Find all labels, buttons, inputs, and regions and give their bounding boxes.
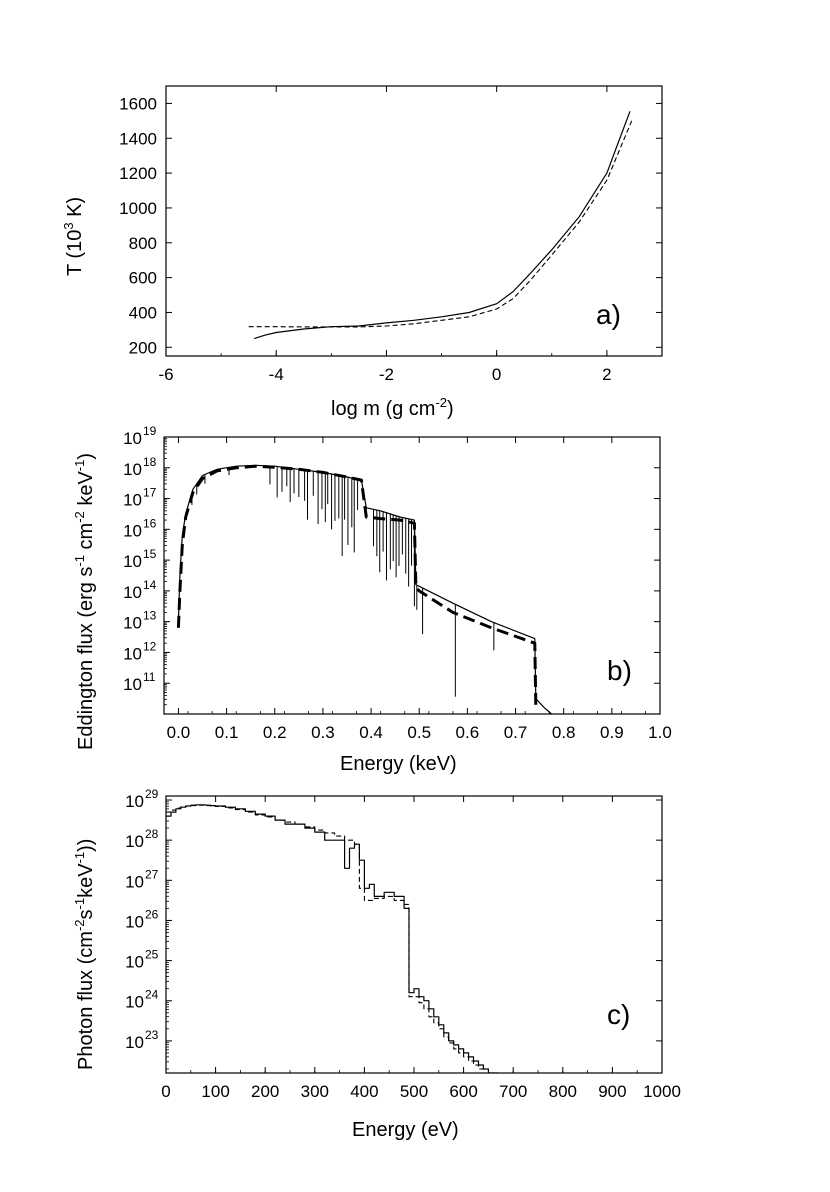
y-tick-label-exponent: 26 bbox=[145, 907, 159, 921]
panel-c-y-axis-label: Photon flux (cm-2s-1keV-1)) bbox=[72, 839, 97, 1070]
y-tick-label: 400 bbox=[129, 303, 157, 322]
x-tick-label: 700 bbox=[499, 1082, 527, 1101]
panel-b-x-axis-label: Energy (keV) bbox=[340, 753, 457, 775]
x-tick-label: 0.2 bbox=[263, 723, 287, 742]
x-tick-label: 0.1 bbox=[215, 723, 239, 742]
x-tick-label: 0.7 bbox=[504, 723, 528, 742]
x-tick-label: 500 bbox=[400, 1082, 428, 1101]
y-tick-label: 10 bbox=[123, 675, 142, 694]
x-tick-label: 0.3 bbox=[311, 723, 335, 742]
y-tick-label: 600 bbox=[129, 269, 157, 288]
x-tick-label: 0.5 bbox=[407, 723, 431, 742]
x-tick-label: 300 bbox=[301, 1082, 329, 1101]
y-tick-label: 1600 bbox=[119, 94, 157, 113]
y-tick-label-exponent: 12 bbox=[143, 639, 157, 653]
y-tick-label: 10 bbox=[123, 583, 142, 602]
y-tick-label-exponent: 28 bbox=[145, 827, 159, 841]
y-tick-label-exponent: 11 bbox=[143, 670, 156, 684]
x-tick-label: 900 bbox=[598, 1082, 626, 1101]
panel-b-label: b) bbox=[607, 655, 632, 686]
panel-a-y-axis-label: T (103 K) bbox=[61, 197, 86, 276]
y-tick-label: 10 bbox=[125, 832, 144, 851]
y-tick-label-exponent: 18 bbox=[143, 455, 157, 469]
panel-b-series bbox=[176, 464, 553, 714]
series-line-dashed bbox=[166, 804, 499, 1073]
series-line-solid bbox=[254, 111, 631, 340]
y-tick-label-exponent: 27 bbox=[145, 867, 159, 881]
panel-a-ticks: -6 -4 -2 0 2 200 400 600 800 1000 1200 1400 1600 bbox=[119, 86, 663, 384]
x-tick-label: 100 bbox=[201, 1082, 229, 1101]
x-tick-label: 2 bbox=[602, 365, 611, 384]
panel-b-y-axis-label: Eddington flux (erg s-1 cm-2 keV-1) bbox=[72, 453, 97, 750]
y-tick-label-exponent: 24 bbox=[145, 988, 159, 1002]
y-tick-label-exponent: 14 bbox=[143, 578, 157, 592]
x-tick-label: 0 bbox=[161, 1082, 170, 1101]
x-tick-label: 0.4 bbox=[359, 723, 383, 742]
x-tick-label: 0.0 bbox=[167, 723, 191, 742]
y-tick-label: 10 bbox=[123, 460, 142, 479]
y-tick-label-exponent: 16 bbox=[143, 516, 157, 530]
y-tick-label-exponent: 19 bbox=[143, 424, 157, 438]
x-tick-label: 0.6 bbox=[456, 723, 480, 742]
y-tick-label-exponent: 29 bbox=[145, 787, 159, 801]
panel-a-label: a) bbox=[596, 299, 621, 330]
x-tick-label: 0.9 bbox=[600, 723, 624, 742]
panel-b-frame bbox=[163, 436, 661, 715]
y-tick-label: 10 bbox=[123, 552, 142, 571]
panel-c-x-axis-label: Energy (eV) bbox=[352, 1119, 459, 1141]
x-tick-label: -4 bbox=[269, 365, 284, 384]
y-tick-label: 10 bbox=[123, 429, 142, 448]
panel-a-x-axis-label: log m (g cm-2) bbox=[331, 395, 454, 420]
x-tick-label: 0 bbox=[492, 365, 501, 384]
x-tick-label: 1000 bbox=[643, 1082, 681, 1101]
y-tick-label: 1400 bbox=[119, 129, 157, 148]
y-tick-label: 200 bbox=[129, 338, 157, 357]
y-tick-label-exponent: 25 bbox=[145, 948, 159, 962]
y-tick-label: 1000 bbox=[119, 199, 157, 218]
y-tick-label: 800 bbox=[129, 234, 157, 253]
y-tick-label: 1200 bbox=[119, 164, 157, 183]
panel-a-frame bbox=[165, 85, 663, 357]
x-tick-label: 400 bbox=[350, 1082, 378, 1101]
y-tick-label: 10 bbox=[123, 521, 142, 540]
x-tick-label: 600 bbox=[449, 1082, 477, 1101]
panel-a-series bbox=[248, 111, 633, 340]
x-tick-label: -2 bbox=[379, 365, 394, 384]
y-tick-label: 10 bbox=[123, 644, 142, 663]
y-tick-label: 10 bbox=[125, 912, 144, 931]
y-tick-label: 10 bbox=[125, 792, 144, 811]
panel-c-label: c) bbox=[607, 999, 630, 1030]
y-tick-label-exponent: 13 bbox=[143, 609, 157, 623]
x-tick-label: 1.0 bbox=[648, 723, 672, 742]
y-tick-label-exponent: 23 bbox=[145, 1028, 159, 1042]
panel-c-series bbox=[166, 804, 499, 1073]
y-tick-label: 10 bbox=[125, 953, 144, 972]
series-line-dashed bbox=[248, 120, 633, 328]
x-tick-label: 200 bbox=[251, 1082, 279, 1101]
y-tick-label-exponent: 17 bbox=[143, 486, 157, 500]
x-tick-label: 800 bbox=[549, 1082, 577, 1101]
x-tick-label: -6 bbox=[158, 365, 173, 384]
y-tick-label: 10 bbox=[125, 872, 144, 891]
y-tick-label: 10 bbox=[125, 993, 144, 1012]
y-tick-label-exponent: 15 bbox=[143, 547, 157, 561]
y-tick-label: 10 bbox=[123, 491, 142, 510]
y-tick-label: 10 bbox=[123, 614, 142, 633]
x-tick-label: 0.8 bbox=[552, 723, 576, 742]
y-tick-label: 10 bbox=[125, 1033, 144, 1052]
